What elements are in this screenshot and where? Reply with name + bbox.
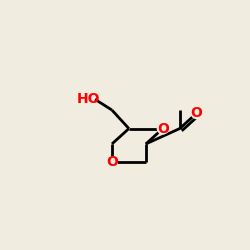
Text: O: O [157,122,169,136]
Circle shape [158,123,168,134]
Text: O: O [106,156,118,170]
Text: HO: HO [77,92,100,106]
Circle shape [106,157,117,168]
Text: O: O [191,106,202,120]
Circle shape [191,108,202,118]
